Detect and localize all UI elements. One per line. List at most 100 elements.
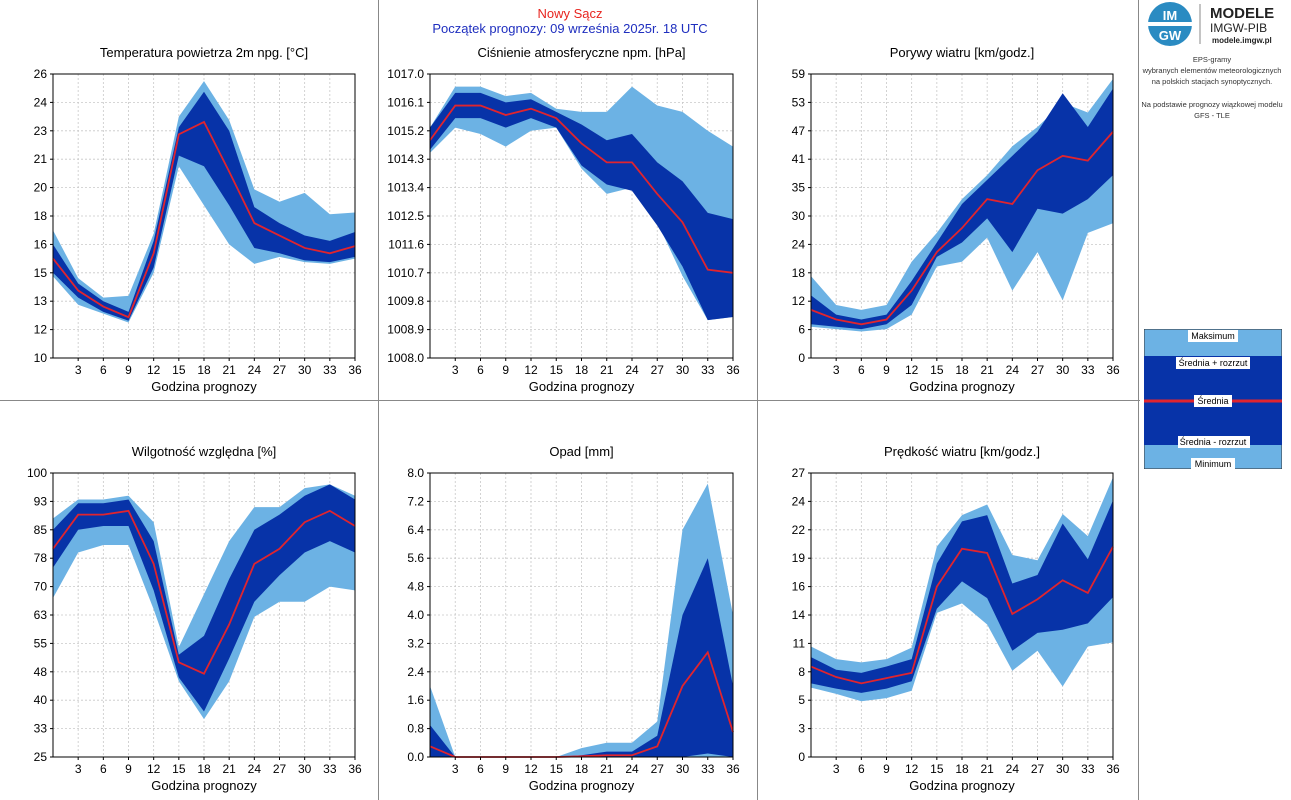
minmax-band: [430, 86, 733, 321]
y-tick-label: 40: [34, 693, 48, 707]
y-tick-label: 8: [798, 665, 805, 679]
y-tick-label: 3.2: [407, 636, 424, 650]
y-tick-label: 20: [34, 181, 48, 195]
spread-band: [53, 91, 355, 321]
y-tick-label: 11: [793, 636, 806, 650]
x-tick-label: 30: [298, 363, 312, 377]
x-tick-label: 6: [858, 363, 865, 377]
x-tick-label: 15: [550, 363, 564, 377]
y-tick-label: 1008.9: [387, 323, 424, 337]
forecast-header: Nowy Sącz Początek prognozy: 09 września…: [380, 6, 760, 36]
x-tick-label: 15: [930, 762, 944, 776]
x-tick-label: 3: [833, 762, 840, 776]
y-tick-label: 19: [792, 551, 806, 565]
x-tick-label: 24: [248, 363, 262, 377]
panel-frame: [0, 0, 1140, 800]
x-tick-label: 21: [222, 363, 236, 377]
y-tick-label: 15: [34, 266, 48, 280]
x-tick-label: 9: [883, 363, 890, 377]
y-tick-label: 55: [34, 636, 48, 650]
band-legend: Maksimum Średnia + rozrzut Średnia Średn…: [1143, 328, 1283, 470]
legend-mean-plus: Średnia + rozrzut: [1179, 357, 1248, 368]
y-tick-label: 22: [792, 523, 806, 537]
y-tick-label: 63: [34, 608, 48, 622]
x-tick-label: 24: [1006, 762, 1020, 776]
x-tick-label: 24: [1006, 363, 1020, 377]
x-tick-label: 33: [701, 363, 715, 377]
x-tick-label: 12: [524, 762, 538, 776]
x-tick-label: 27: [651, 363, 665, 377]
legend-mean-minus: Średnia - rozrzut: [1180, 436, 1247, 447]
y-tick-label: 27: [792, 466, 806, 480]
x-tick-label: 30: [1056, 762, 1070, 776]
chart-title: Ciśnienie atmosferyczne npm. [hPa]: [477, 45, 685, 60]
spread-band: [430, 92, 733, 321]
x-tick-label: 3: [75, 363, 82, 377]
y-tick-label: 4.8: [407, 580, 424, 594]
info-line4: Na podstawie prognozy wiązkowej modelu: [1141, 100, 1282, 109]
y-tick-label: 70: [34, 580, 48, 594]
x-tick-label: 36: [726, 762, 740, 776]
info-line5: GFS - TLE: [1194, 111, 1230, 120]
x-tick-label: 30: [676, 762, 690, 776]
y-tick-label: 12: [792, 294, 806, 308]
x-tick-label: 9: [125, 762, 132, 776]
y-tick-label: 78: [34, 551, 48, 565]
x-tick-label: 27: [273, 363, 287, 377]
y-tick-label: 53: [792, 95, 806, 109]
y-tick-label: 6.4: [407, 523, 424, 537]
x-tick-label: 15: [172, 363, 186, 377]
y-tick-label: 0.0: [407, 750, 424, 764]
y-tick-label: 8.0: [407, 466, 424, 480]
x-tick-label: 15: [550, 762, 564, 776]
y-tick-label: 6: [798, 323, 805, 337]
x-tick-label: 3: [452, 762, 459, 776]
y-tick-label: 18: [34, 209, 48, 223]
x-tick-label: 9: [502, 363, 509, 377]
x-tick-label: 36: [348, 363, 362, 377]
y-tick-label: 0.8: [407, 722, 424, 736]
x-tick-label: 12: [905, 363, 919, 377]
chart-precip: 0.00.81.62.43.24.04.85.66.47.28.03 6 9 12 15…: [407, 444, 740, 793]
x-axis-label: Godzina prognozy: [909, 778, 1015, 793]
spread-band: [811, 88, 1113, 330]
mean-line: [52, 509, 356, 675]
y-tick-label: 93: [34, 494, 48, 508]
x-tick-label: 18: [197, 762, 211, 776]
y-tick-label: 14: [792, 608, 806, 622]
chart-title: Prędkość wiatru [km/godz.]: [884, 444, 1040, 459]
x-tick-label: 3: [833, 363, 840, 377]
chart-title: Opad [mm]: [549, 444, 613, 459]
legend-min: Minimum: [1195, 459, 1232, 469]
x-axis-label: Godzina prognozy: [529, 778, 635, 793]
logo-area: IM GW MODELE IMGW-PIB modele.imgw.pl EPS…: [1140, 0, 1291, 130]
y-tick-label: 1017.0: [387, 67, 424, 81]
info-line2: wybranych elementów meteorologicznych: [1142, 66, 1282, 75]
y-tick-label: 4.0: [407, 608, 424, 622]
y-tick-label: 1014.3: [387, 152, 424, 166]
logo-mark: IM: [1163, 8, 1177, 23]
x-tick-label: 36: [1106, 363, 1120, 377]
x-tick-label: 21: [980, 363, 994, 377]
x-tick-label: 24: [248, 762, 262, 776]
info-line3: na polskich stacjach synoptycznych.: [1152, 77, 1272, 86]
logo-url: modele.imgw.pl: [1212, 36, 1272, 45]
y-tick-label: 18: [792, 266, 806, 280]
x-tick-label: 33: [1081, 762, 1095, 776]
chart-title: Wilgotność względna [%]: [132, 444, 277, 459]
y-tick-label: 48: [34, 665, 48, 679]
y-tick-label: 26: [34, 67, 48, 81]
x-tick-label: 24: [625, 363, 639, 377]
x-tick-label: 18: [575, 762, 589, 776]
minmax-band: [811, 477, 1113, 702]
x-tick-label: 9: [883, 762, 890, 776]
x-tick-label: 3: [75, 762, 82, 776]
y-tick-label: 24: [34, 95, 48, 109]
y-tick-label: 0: [798, 351, 805, 365]
y-tick-label: 1009.8: [387, 294, 424, 308]
x-tick-label: 30: [676, 363, 690, 377]
